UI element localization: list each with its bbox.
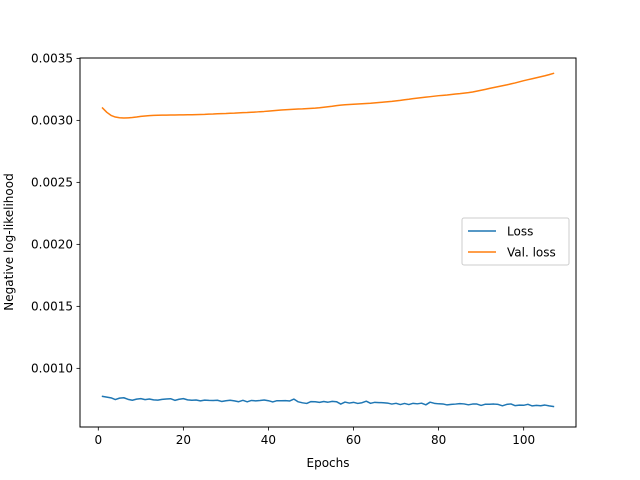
x-tick-label: 20 [176,433,191,447]
legend-label-val-loss: Val. loss [507,246,556,260]
series-line-val-loss [101,72,555,119]
legend-label-loss: Loss [507,225,533,239]
legend-box [461,217,570,266]
y-tick-label: 0.0035 [31,52,73,66]
y-axis-label: Negative log-likelihood [2,173,16,310]
x-axis-label: Epochs [307,456,350,470]
y-tick-label: 0.0010 [31,362,73,376]
y-tick-label: 0.0025 [31,176,73,190]
series-line-loss [101,395,555,408]
x-tick-label: 60 [346,433,361,447]
series-layer [101,72,555,408]
y-axis: 0.0010 0.0015 0.0020 0.0025 0.0030 0.0035 [31,52,80,376]
x-tick-label: 0 [94,433,102,447]
x-tick-label: 40 [261,433,276,447]
plot-frame [79,57,577,428]
x-axis: 0 20 40 60 80 100 [94,427,535,447]
y-tick-label: 0.0030 [31,114,73,128]
y-tick-label: 0.0015 [31,300,73,314]
legend: Loss Val. loss [461,217,570,266]
x-tick-label: 80 [431,433,446,447]
x-tick-label: 100 [512,433,535,447]
y-tick-label: 0.0020 [31,238,73,252]
